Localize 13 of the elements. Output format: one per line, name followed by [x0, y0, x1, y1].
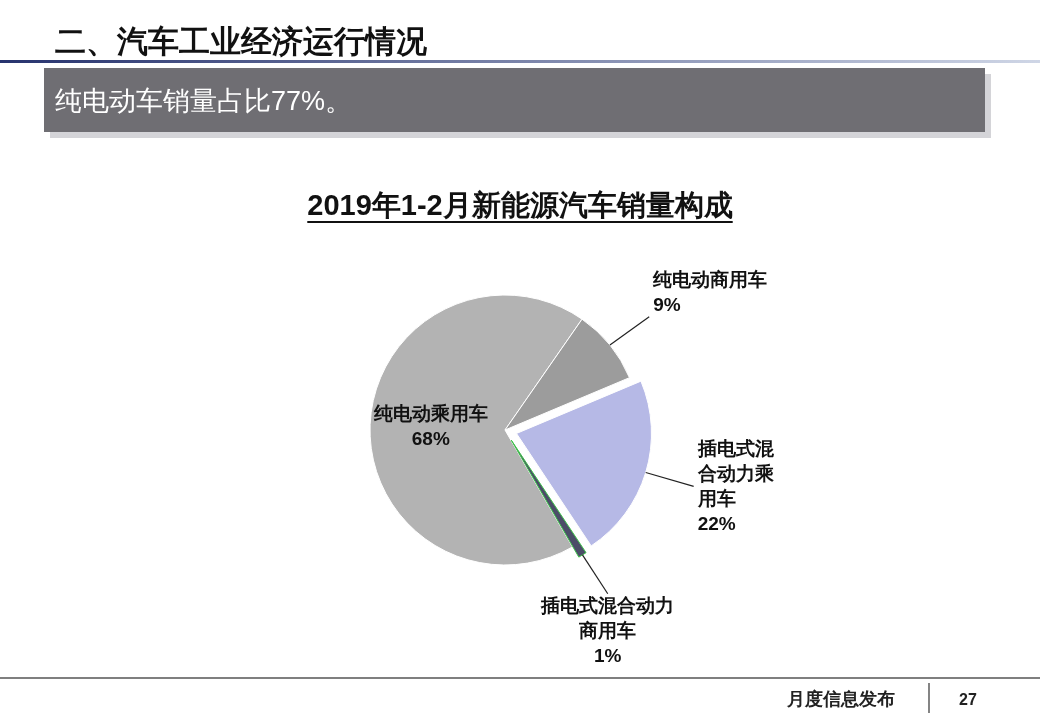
data-label: 68%: [411, 428, 450, 450]
slice-label: 插电式混合动力乘用车: [696, 437, 775, 509]
data-label: 22%: [697, 512, 736, 534]
slice-label: 插电式混合动力商用车: [540, 594, 675, 641]
text: 月度信息发布: [786, 689, 895, 709]
data-label: 9%: [653, 293, 681, 315]
text: 27: [959, 691, 977, 708]
slice-label: 纯电动乘用车: [372, 403, 488, 425]
text: 二、汽车工业经济运行情况: [55, 24, 428, 59]
text: 纯电动车销量占比77%。: [55, 86, 353, 116]
slice-label: 纯电动商用车: [652, 268, 768, 290]
chart-title: 2019年1-2月新能源汽车销量构成: [307, 189, 733, 221]
data-label: 1%: [594, 644, 622, 666]
